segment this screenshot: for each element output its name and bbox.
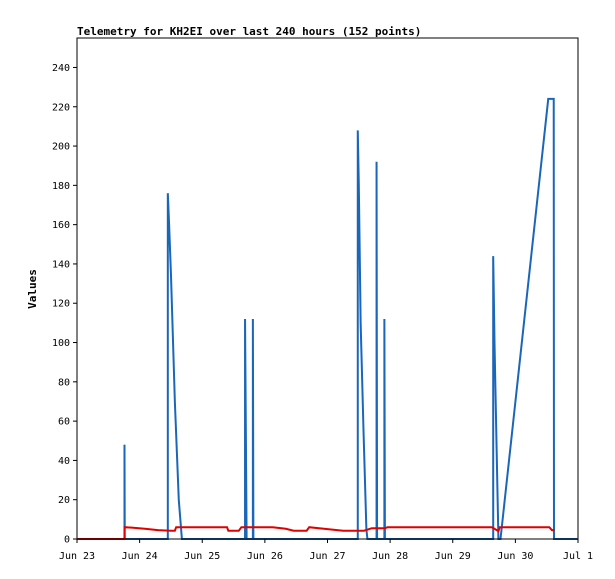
y-axis-label: Values — [26, 269, 39, 309]
x-tick-label: Jun 26 — [247, 551, 283, 562]
y-tick-label: 160 — [52, 220, 70, 231]
plot-frame — [76, 37, 579, 540]
y-tick-label: 40 — [58, 456, 70, 467]
series-line-1 — [77, 97, 578, 540]
y-tick-label: 140 — [52, 259, 70, 270]
x-tick-label: Jul 1 — [563, 551, 593, 562]
x-tick-label: Jun 28 — [372, 551, 408, 562]
x-tick-label: Jun 29 — [435, 551, 471, 562]
x-tick-label: Jun 23 — [59, 551, 95, 562]
y-tick-label: 80 — [58, 377, 70, 388]
y-tick-label: 100 — [52, 338, 70, 349]
x-tick-label: Jun 24 — [122, 551, 158, 562]
series-layer — [77, 97, 578, 540]
chart-title: Telemetry for KH2EI over last 240 hours … — [77, 25, 421, 38]
y-tick-label: 240 — [52, 63, 70, 74]
y-tick-label: 180 — [52, 181, 70, 192]
series-line-2 — [77, 526, 555, 540]
y-tick-label: 200 — [52, 142, 70, 153]
x-tick-label: Jun 27 — [309, 551, 345, 562]
y-tick-label: 220 — [52, 102, 70, 113]
x-tick-label: Jun 30 — [497, 551, 533, 562]
y-tick-label: 120 — [52, 299, 70, 310]
y-tick-label: 60 — [58, 417, 70, 428]
y-tick-label: 20 — [58, 495, 70, 506]
x-tick-label: Jun 25 — [184, 551, 220, 562]
axis-layer: 0 20 40 60 80 100 120 140 160 180 200 220 240 Jun 23 J… — [52, 63, 593, 562]
y-tick-label: 0 — [64, 535, 70, 546]
